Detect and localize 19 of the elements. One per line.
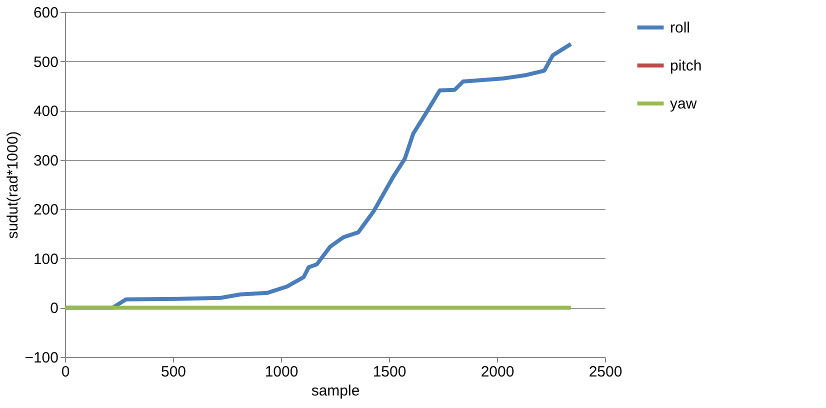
x-tick-label: 1500 [372, 364, 406, 380]
legend-label: pitch [670, 58, 702, 74]
y-tick-label: 200 [33, 202, 58, 219]
y-tick-label: 400 [33, 103, 58, 120]
y-tick-label: 100 [33, 250, 58, 268]
y-tick-label: 500 [33, 54, 58, 71]
x-tick-label: 2500 [588, 364, 622, 380]
y-tick-label: 600 [33, 4, 58, 22]
y-axis-title: sudut(rad*1000) [4, 131, 22, 239]
y-tick-label: 0 [50, 300, 58, 318]
x-axis-title: sample [311, 382, 360, 400]
legend-label: roll [670, 20, 690, 36]
x-tick-label: 0 [61, 364, 70, 380]
y-tick-label: 300 [33, 152, 58, 170]
x-tick-label: 500 [160, 364, 186, 380]
legend-label: yaw [670, 96, 697, 112]
x-tick-label: 1000 [264, 364, 298, 380]
x-tick-label: 2000 [480, 364, 514, 380]
y-tick-label: −100 [24, 350, 58, 366]
